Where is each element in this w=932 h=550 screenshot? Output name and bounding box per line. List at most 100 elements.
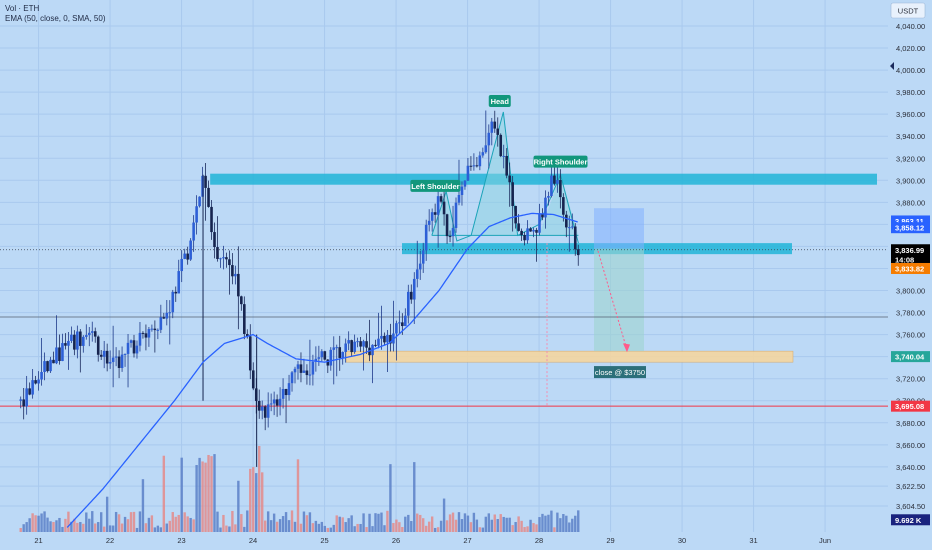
candle-body [511,182,514,206]
volume-bar [383,525,386,532]
currency-label: USDT [898,7,919,16]
volume-bar [70,521,73,532]
volume-bar [559,518,562,532]
candle-body [320,351,324,358]
candle-body [290,372,294,384]
candle-body [70,334,73,341]
volume-bar [299,523,303,532]
volume-bar [58,517,61,532]
candle-body [442,201,446,215]
volume-bar [117,514,121,532]
candle-body [93,331,97,337]
volume-bar [231,510,234,532]
candle-body [469,165,473,167]
y-tick-label: 3,720.00 [896,375,925,384]
candle-body [383,335,386,343]
volume-bar [255,473,258,532]
x-tick-label: 30 [678,536,686,545]
candle-body [165,312,169,319]
volume-bar [356,523,359,532]
candle-body [31,380,34,395]
legend-volume-label[interactable]: Vol · ETH [5,4,40,13]
legend-ema-label[interactable]: EMA (50, close, 0, SMA, 50) [5,14,106,23]
volume-bar [123,516,127,532]
candle-body [487,132,491,146]
price-axis: 4,040.00 4,020.00 4,000.00 3,980.00 3,960.00… [888,0,932,550]
candle-body [314,358,318,362]
chart-legend: Vol · ETH EMA (50, close, 0, SMA, 50) [5,4,105,24]
volume-bar [341,517,344,532]
candle-body [272,399,276,404]
x-tick-label: Jun [819,536,831,545]
volume-bar [105,496,109,532]
price-label-bg [891,244,930,256]
volume-bar [64,518,67,532]
candle-body [102,350,106,357]
candle-body [493,121,497,129]
candle-body [162,317,166,319]
right-shoulder-fill [539,174,579,236]
candle-body [174,291,178,294]
candle-body [573,226,577,250]
volume-bar [159,527,163,532]
candle-body [532,229,535,232]
volume-bar [97,522,100,532]
candle-body [505,155,508,176]
volume-bar [207,454,210,532]
axis-marker-icon [890,62,894,70]
candle-body [117,356,121,368]
candle-body [332,347,336,350]
volume-bar [216,511,219,532]
volume-bar [478,527,482,532]
volume-bar [365,527,368,532]
candle-body [251,370,255,389]
x-tick-label: 22 [106,536,114,545]
head-label-bg [488,94,511,107]
x-tick-label: 25 [320,536,328,545]
volume-bar [55,520,58,532]
volume-bar [377,513,380,532]
candle-body [305,370,309,376]
price-label-text: 3,863.11 [895,217,924,226]
close-label-bg [594,366,646,379]
volume-bar [463,513,467,532]
close-label-text: close @ $3750 [595,368,645,377]
candle-body [22,399,25,407]
volume-bar [499,514,502,532]
candle-body [398,322,401,324]
volume-bar [308,512,312,532]
volume-bar [395,519,398,532]
y-tick-label: 3,780.00 [896,309,925,318]
price-label-text: 9.692 K [895,516,922,525]
volume-bar [574,515,577,532]
candle-body [323,351,327,360]
volume-bar [523,527,526,532]
candle-body [76,331,79,350]
volume-bar [156,525,160,532]
volume-bar [201,461,204,532]
candle-body [189,240,192,260]
volume-bar [126,519,130,532]
candle-body [90,331,94,333]
price-axis-bg [888,0,932,550]
left-shoulder-label: Left Shoulder [410,179,461,192]
candle-body [559,180,562,198]
x-tick-label: 21 [34,536,42,545]
volume-bar [37,515,40,532]
volume-bar [198,457,201,532]
candle-body [499,134,503,157]
volume-bar [511,525,514,532]
x-tick-label: 27 [463,536,471,545]
candle-body [245,333,249,337]
candle-body [213,232,216,248]
x-tick-label: 23 [177,536,185,545]
candle-body [263,406,267,418]
candle-body [108,362,112,364]
volume-bar [129,512,133,532]
candle-body [502,155,506,157]
candle-body [171,291,175,313]
candle-body [439,196,443,202]
candle-body [287,383,291,396]
